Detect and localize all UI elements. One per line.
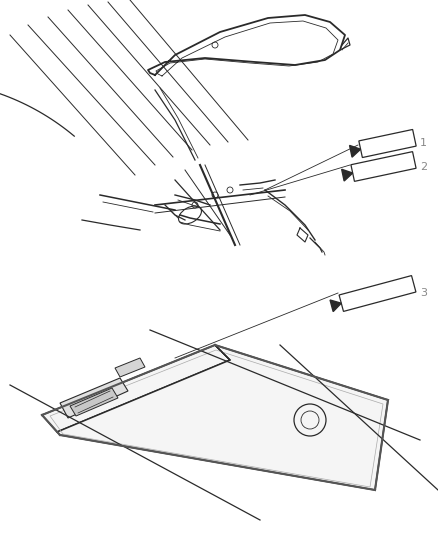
Polygon shape [330, 300, 341, 312]
Text: 1: 1 [420, 138, 427, 148]
Polygon shape [70, 388, 118, 416]
Text: 2: 2 [420, 162, 427, 172]
Polygon shape [115, 358, 145, 377]
Polygon shape [42, 345, 230, 432]
Polygon shape [350, 146, 360, 157]
Polygon shape [342, 169, 353, 181]
Polygon shape [60, 378, 128, 418]
Text: 3: 3 [420, 288, 427, 298]
Polygon shape [57, 345, 388, 490]
